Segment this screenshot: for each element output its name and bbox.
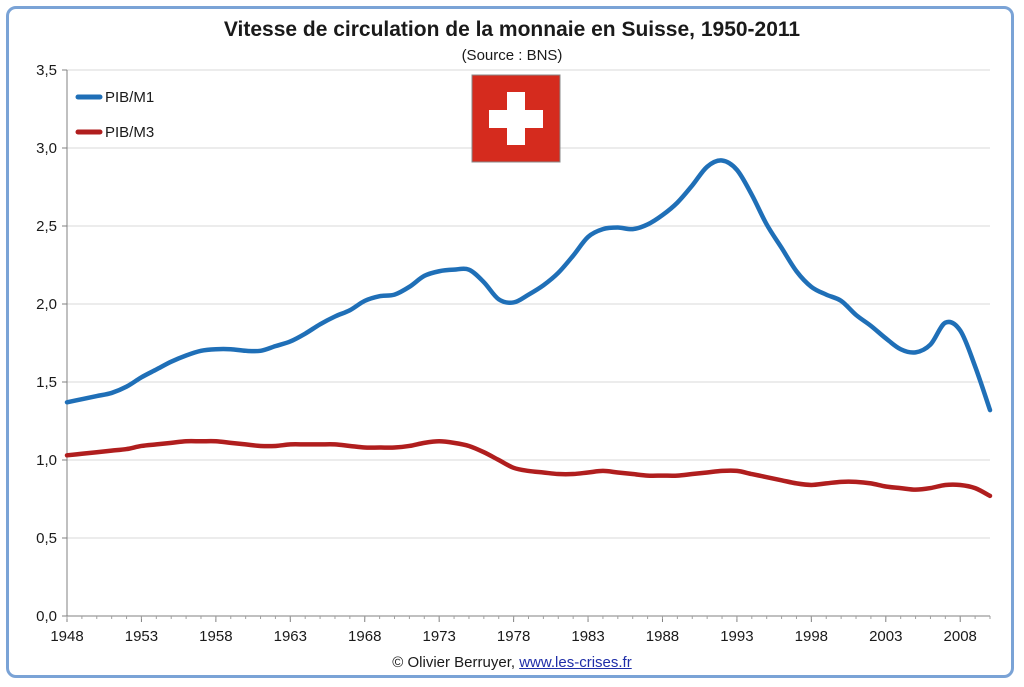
y-tick-label: 3,5 [36, 62, 57, 79]
x-tick-label: 1988 [646, 628, 679, 645]
footer-link[interactable]: www.les-crises.fr [519, 654, 632, 671]
x-tick-label: 1978 [497, 628, 530, 645]
legend: PIB/M1 PIB/M3 [75, 89, 154, 141]
x-tick-label: 1973 [422, 628, 455, 645]
x-tick-label: 1983 [571, 628, 604, 645]
x-tick-label: 1998 [795, 628, 828, 645]
series-line-pib-m3 [64, 438, 993, 499]
legend-label: PIB/M3 [105, 124, 154, 141]
x-tick-label: 1948 [50, 628, 83, 645]
y-tick-label: 2,0 [36, 296, 57, 313]
y-tick-labels: 0,0 0,5 1,0 1,5 2,0 2,5 3,0 3,5 [36, 62, 57, 625]
legend-label: PIB/M1 [105, 89, 154, 106]
x-tick-labels: 1948 1953 1958 1963 1968 1973 1978 1983 1988 1993… [50, 628, 977, 645]
x-tick-label: 2008 [944, 628, 977, 645]
series-lines [64, 158, 993, 499]
y-tick-label: 1,0 [36, 452, 57, 469]
footer-credit: © Olivier Berruyer, [392, 654, 516, 671]
y-tick-label: 0,5 [36, 530, 57, 547]
chart-title: Vitesse de circulation de la monnaie en … [223, 18, 801, 41]
y-tick-label: 0,0 [36, 608, 57, 625]
x-tick-label: 1963 [274, 628, 307, 645]
x-tick-label: 2003 [869, 628, 902, 645]
footer: © Olivier Berruyer, www.les-crises.fr [0, 654, 1024, 671]
y-tick-label: 1,5 [36, 374, 57, 391]
x-tick-label: 1993 [720, 628, 753, 645]
x-tick-label: 1953 [125, 628, 158, 645]
x-tick-label: 1968 [348, 628, 381, 645]
swiss-flag-icon [471, 74, 561, 163]
x-tick-label: 1958 [199, 628, 232, 645]
series-line-pib-m1 [64, 158, 993, 413]
y-tick-label: 2,5 [36, 218, 57, 235]
axes [62, 69, 991, 622]
y-tick-label: 3,0 [36, 140, 57, 157]
chart-subtitle: (Source : BNS) [461, 47, 563, 64]
